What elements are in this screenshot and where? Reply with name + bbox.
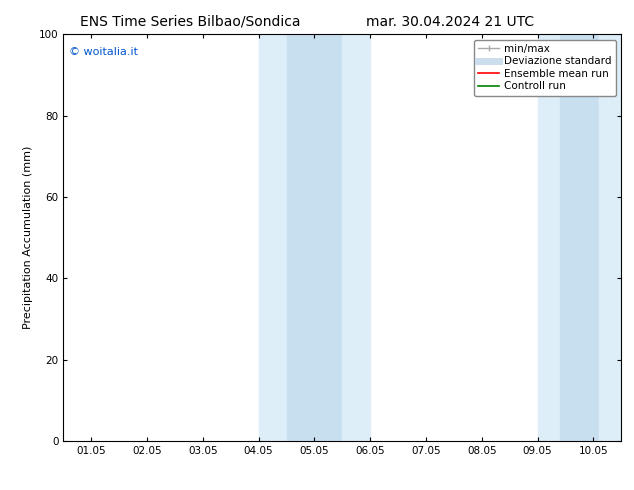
Bar xyxy=(314,34,342,441)
Text: © woitalia.it: © woitalia.it xyxy=(69,47,138,56)
Bar xyxy=(582,34,599,441)
Text: mar. 30.04.2024 21 UTC: mar. 30.04.2024 21 UTC xyxy=(366,15,534,29)
Legend: min/max, Deviazione standard, Ensemble mean run, Controll run: min/max, Deviazione standard, Ensemble m… xyxy=(474,40,616,96)
Bar xyxy=(538,34,560,441)
Text: ENS Time Series Bilbao/Sondica: ENS Time Series Bilbao/Sondica xyxy=(80,15,301,29)
Bar xyxy=(342,34,370,441)
Bar xyxy=(599,34,621,441)
Bar xyxy=(560,34,582,441)
Bar xyxy=(287,34,314,441)
Bar xyxy=(259,34,287,441)
Y-axis label: Precipitation Accumulation (mm): Precipitation Accumulation (mm) xyxy=(23,146,34,329)
